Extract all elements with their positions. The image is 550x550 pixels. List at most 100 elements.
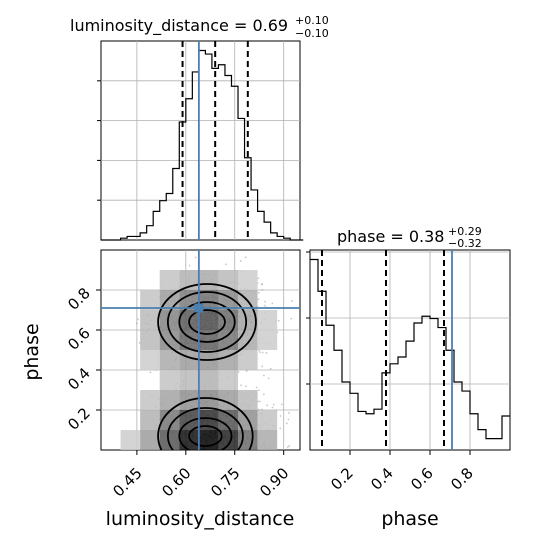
hist2d-cell [159, 310, 180, 330]
hist2d-cell [198, 270, 219, 290]
density-contour [166, 291, 248, 353]
hist2d-cell [159, 410, 180, 430]
hist2d-cell [140, 310, 160, 330]
scatter-point [257, 291, 260, 294]
hist2d-cell [238, 350, 258, 370]
scatter-point [262, 393, 265, 396]
scatter-point [308, 400, 310, 402]
y-tick-label: 0.8 [64, 284, 94, 314]
hist2d-cell [159, 270, 180, 290]
scatter-point [239, 260, 242, 262]
scatter-point [279, 427, 282, 430]
hist2d-cell [238, 390, 258, 410]
y-tick-label: 0.4 [64, 364, 94, 394]
x-tick-label: 0.4 [367, 464, 397, 494]
scatter-point [279, 415, 282, 417]
hist2d-cell [257, 430, 278, 450]
scatter-point [136, 318, 139, 321]
y-tick-label: 0.2 [64, 404, 94, 434]
hist2d-cell [140, 430, 160, 450]
density-contours [157, 283, 257, 450]
x-tick-label: 0.75 [207, 464, 243, 500]
truth-marker [194, 303, 204, 313]
luminosity-distance-hist-frame [100, 40, 301, 241]
scatter-point [286, 446, 289, 449]
scatter-point [225, 263, 227, 266]
luminosity-distance-title-minus: −0.10 [295, 27, 329, 40]
density-contour [188, 425, 223, 447]
hist2d-cell [198, 290, 219, 310]
scatter-point [135, 322, 138, 325]
hist2d-cell [238, 270, 258, 290]
x-tick-label: 0.90 [256, 464, 292, 500]
hist2d-cell [140, 350, 160, 370]
hist2d-cell [159, 390, 180, 410]
hist2d-cell [198, 390, 219, 410]
scatter-point [261, 283, 263, 286]
scatter-point [271, 406, 274, 409]
hist2d-cell [257, 410, 278, 430]
density-xticks: 0.45 0.60 0.75 0.90 [109, 450, 293, 500]
scatter-point [245, 370, 248, 372]
ylabel-phase: phase [21, 323, 43, 380]
scatter-point [266, 404, 269, 407]
density-contour [178, 301, 236, 343]
hist2d-cell [198, 310, 219, 330]
hist2d-cell [159, 430, 180, 450]
scatter-point [261, 365, 264, 368]
scatter-point [255, 386, 258, 389]
hist2d-cell [179, 370, 199, 390]
scatter-point [261, 289, 263, 291]
phase-hist-grid [310, 250, 510, 450]
hist2d-cell [198, 410, 219, 430]
scatter-point [272, 403, 275, 406]
panel-phase-hist: phase = 0.38 +0.29 −0.32 [306, 225, 511, 451]
x-tick-label: 0.2 [327, 464, 357, 494]
density-hist2d-cells [120, 270, 278, 450]
phase-title-plus: +0.29 [448, 225, 482, 238]
density-contour [188, 309, 226, 335]
phase-title: phase = 0.38 [337, 227, 444, 246]
scatter-point [269, 367, 272, 370]
luminosity-distance-hist-grid [101, 41, 300, 240]
scatter-point [263, 304, 266, 307]
scatter-point [262, 374, 265, 377]
x-tick-label: 0.8 [447, 464, 477, 494]
hist2d-cell [257, 330, 278, 350]
hist2d-cell [198, 430, 219, 450]
scatter-point [149, 371, 152, 374]
panel-luminosity-distance-hist: luminosity_distance = 0.69 +0.10 −0.10 [70, 14, 329, 241]
scatter-point [240, 384, 242, 387]
phase-title-minus: −0.32 [448, 237, 482, 250]
scatter-point [194, 256, 197, 259]
scatter-point [237, 371, 240, 373]
hist2d-cell [198, 370, 219, 390]
density-contour [157, 397, 254, 450]
hist2d-cell [140, 390, 160, 410]
scatter-point [288, 412, 290, 414]
hist2d-cell [218, 270, 239, 290]
hist2d-cell [179, 430, 199, 450]
phase-hist-steps [310, 258, 510, 440]
luminosity-distance-hist-steps [101, 49, 304, 241]
scatter-point [257, 277, 260, 280]
hist2d-cell [218, 430, 239, 450]
hist2d-cell [140, 330, 160, 350]
scatter-point [285, 422, 288, 425]
hist2d-cell [238, 310, 258, 330]
x-tick-label: 0.45 [109, 464, 145, 500]
scatter-point [260, 408, 263, 411]
x-tick-label: 0.60 [158, 464, 194, 500]
scatter-point [267, 377, 270, 380]
scatter-point [259, 351, 261, 354]
phase-quantile-lines [321, 250, 445, 450]
hist2d-cell [218, 410, 239, 430]
scatter-point [261, 351, 264, 354]
luminosity-distance-hist-yticks [97, 80, 101, 201]
scatter-point [291, 300, 294, 302]
scatter-point [287, 418, 290, 421]
scatter-point [277, 319, 280, 322]
hist2d-cell [218, 370, 239, 390]
scatter-point [188, 264, 191, 267]
density-contour [178, 417, 233, 450]
